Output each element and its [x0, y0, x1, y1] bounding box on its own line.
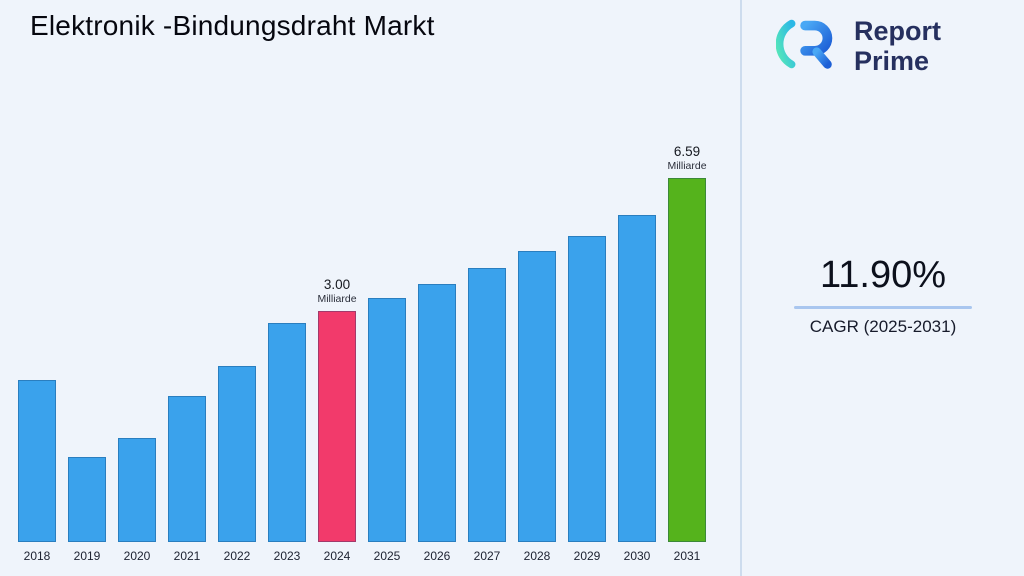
- page-title: Elektronik -Bindungsdraht Markt: [30, 10, 435, 41]
- bar-2031: [668, 178, 706, 542]
- x-axis-label-2024: 2024: [323, 549, 351, 563]
- bar-column-2027: 2027: [468, 268, 506, 563]
- x-axis-label-2023: 2023: [273, 549, 301, 563]
- bar-2021: [168, 396, 206, 542]
- bar-column-2026: 2026: [418, 284, 456, 563]
- cagr-underline: [794, 306, 972, 309]
- bar-column-2030: 2030: [618, 215, 656, 563]
- x-axis-label-2026: 2026: [423, 549, 451, 563]
- bar-2026: [418, 284, 456, 542]
- x-axis-label-2019: 2019: [73, 549, 101, 563]
- x-axis-label-2028: 2028: [523, 549, 551, 563]
- bar-column-2024: 3.00 Milliarde 2024: [317, 277, 356, 563]
- bar-column-2022: 2022: [218, 366, 256, 563]
- x-axis-label-2020: 2020: [123, 549, 151, 563]
- cagr-value: 11.90%: [819, 254, 947, 296]
- bar-column-2018: 2018: [18, 380, 56, 563]
- bar-column-2019: 2019: [68, 457, 106, 563]
- annotation-unit: Milliarde: [667, 160, 707, 172]
- x-axis-label-2025: 2025: [373, 549, 401, 563]
- bar-annotation-2031: 6.59 Milliarde: [645, 144, 729, 172]
- bar-chart: 2018 2019 2020 2021 2022 2023 3.00 Milliarde 202…: [18, 144, 707, 563]
- bar-2023: [268, 323, 306, 542]
- annotation-value: 3.00: [323, 277, 351, 292]
- bar-column-2025: 2025: [368, 298, 406, 563]
- bar-column-2029: 2029: [568, 236, 606, 563]
- bar-2018: [18, 380, 56, 542]
- bar-2024: [318, 311, 356, 542]
- bar-column-2028: 2028: [518, 251, 556, 563]
- bar-column-2021: 2021: [168, 396, 206, 563]
- bar-2022: [218, 366, 256, 542]
- x-axis-label-2031: 2031: [673, 549, 701, 563]
- bar-2028: [518, 251, 556, 542]
- x-axis-label-2027: 2027: [473, 549, 501, 563]
- bar-2025: [368, 298, 406, 542]
- report-prime-logo: Report Prime: [775, 12, 941, 81]
- bar-column-2031: 6.59 Milliarde 2031: [667, 144, 706, 563]
- annotation-value: 6.59: [673, 144, 701, 159]
- bar-column-2020: 2020: [118, 438, 156, 563]
- bar-2030: [618, 215, 656, 542]
- bar-annotation-2024: 3.00 Milliarde: [295, 277, 379, 305]
- bar-2027: [468, 268, 506, 542]
- bar-column-2023: 2023: [268, 323, 306, 563]
- logo-line-prime: Prime: [854, 45, 930, 76]
- vertical-divider: [740, 0, 742, 576]
- x-axis-label-2030: 2030: [623, 549, 651, 563]
- logo-line-report: Report: [854, 15, 941, 46]
- x-axis-label-2022: 2022: [223, 549, 251, 563]
- bar-2029: [568, 236, 606, 542]
- bar-2019: [68, 457, 106, 542]
- cagr-label: CAGR (2025-2031): [809, 317, 957, 336]
- cagr-block: 11.90% CAGR (2025-2031): [790, 254, 976, 337]
- x-axis-label-2029: 2029: [573, 549, 601, 563]
- x-axis-label-2021: 2021: [173, 549, 201, 563]
- annotation-unit: Milliarde: [317, 293, 357, 305]
- logo-wordmark: Report Prime: [854, 15, 941, 76]
- bar-2020: [118, 438, 156, 542]
- report-prime-logo-icon: [775, 12, 842, 81]
- x-axis-label-2018: 2018: [23, 549, 51, 563]
